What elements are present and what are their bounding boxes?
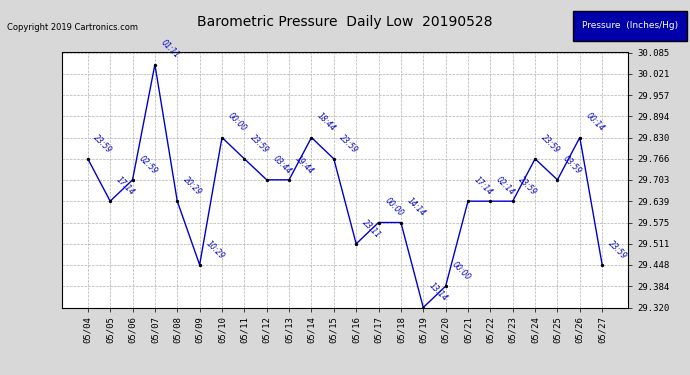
Point (127, 177, 138, 183)
Text: 13:14: 13:14 (427, 281, 449, 303)
Point (529, 156, 540, 162)
Text: 23:59: 23:59 (607, 238, 629, 261)
Point (284, 177, 295, 183)
Text: 02:14: 02:14 (495, 175, 517, 197)
Text: 00:00: 00:00 (226, 111, 248, 134)
Point (373, 219, 384, 225)
Point (172, 198, 183, 204)
Point (351, 241, 362, 247)
Point (306, 135, 317, 141)
Text: 03:44: 03:44 (271, 154, 293, 176)
Point (507, 198, 518, 204)
Text: 17:14: 17:14 (115, 175, 137, 197)
Text: 18:44: 18:44 (315, 111, 337, 134)
Point (440, 283, 451, 289)
Text: Barometric Pressure  Daily Low  20190528: Barometric Pressure Daily Low 20190528 (197, 15, 493, 29)
Text: 23:11: 23:11 (360, 217, 382, 240)
Text: 17:14: 17:14 (472, 175, 494, 197)
Point (417, 304, 428, 310)
Point (262, 177, 273, 183)
Text: 00:00: 00:00 (450, 260, 472, 282)
Text: 23:59: 23:59 (92, 133, 114, 154)
Text: 14:14: 14:14 (405, 196, 427, 218)
Point (217, 135, 228, 141)
Point (485, 198, 496, 204)
Text: 00:00: 00:00 (383, 196, 405, 218)
Text: 23:59: 23:59 (248, 133, 270, 154)
Point (239, 156, 250, 162)
Text: 20:29: 20:29 (181, 175, 204, 197)
Point (328, 156, 339, 162)
Text: 23:59: 23:59 (517, 175, 539, 197)
Text: 23:59: 23:59 (540, 133, 561, 154)
Text: 02:59: 02:59 (137, 154, 159, 176)
Point (462, 198, 473, 204)
Point (395, 219, 406, 225)
Point (194, 262, 205, 268)
Point (597, 262, 608, 268)
Point (105, 198, 116, 204)
Text: 10:29: 10:29 (204, 238, 226, 261)
Text: 00:14: 00:14 (584, 111, 606, 134)
Point (552, 177, 563, 183)
Point (82, 156, 93, 162)
Text: 03:59: 03:59 (562, 154, 584, 176)
Point (150, 62, 161, 68)
Text: 19:44: 19:44 (293, 154, 315, 176)
Point (574, 135, 585, 141)
Text: 01:11: 01:11 (159, 38, 181, 60)
Text: Copyright 2019 Cartronics.com: Copyright 2019 Cartronics.com (7, 22, 138, 32)
Text: Pressure  (Inches/Hg): Pressure (Inches/Hg) (582, 21, 678, 30)
Text: 23:59: 23:59 (338, 133, 360, 154)
